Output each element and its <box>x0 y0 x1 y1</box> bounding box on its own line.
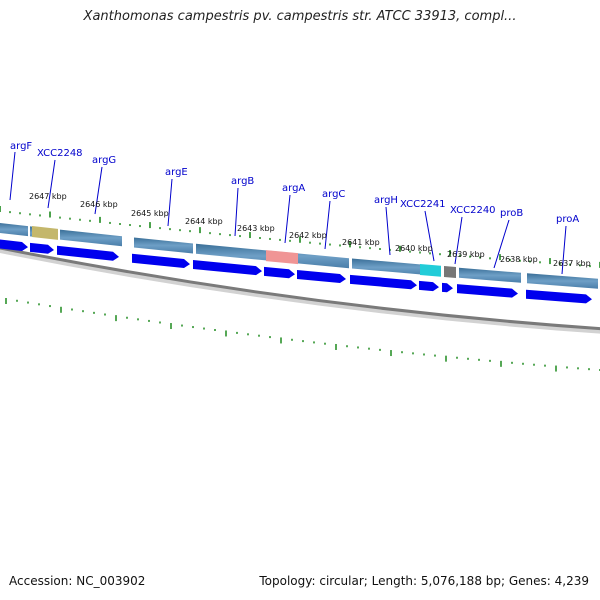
cds-arrow <box>0 239 28 251</box>
kbp-label: 2638 kbp <box>500 255 538 264</box>
kbp-label: 2645 kbp <box>131 209 169 218</box>
gene-label-xcc2241[interactable]: XCC2241 <box>400 199 446 210</box>
leader-line <box>493 219 510 269</box>
kbp-label: 2646 kbp <box>80 200 118 209</box>
genome-info-label: Topology: circular; Length: 5,076,188 bp… <box>259 574 589 588</box>
tick-track <box>0 206 600 372</box>
gene-label-argE[interactable]: argE <box>165 167 188 178</box>
gene-label-proB[interactable]: proB <box>500 208 523 219</box>
kbp-label: 2639 kbp <box>447 250 485 259</box>
cds-arrow <box>30 242 54 254</box>
label-leader-lines <box>9 151 567 275</box>
cds-arrow <box>132 253 190 269</box>
gene-label-xcc2248[interactable]: XCC2248 <box>37 148 83 159</box>
kbp-label: 2647 kbp <box>29 192 67 201</box>
leader-line <box>454 216 463 265</box>
gene-label-argB[interactable]: argB <box>231 176 254 187</box>
cds-arrow-track <box>0 239 592 304</box>
cds-arrow <box>297 269 346 283</box>
leader-line <box>284 194 291 244</box>
leader-line <box>234 187 239 237</box>
kbp-label: 2637 kbp <box>553 259 591 268</box>
highlight-track <box>32 226 456 279</box>
gene-label-argA[interactable]: argA <box>282 183 305 194</box>
highlight-feature <box>32 226 58 240</box>
cds-arrow <box>419 280 439 292</box>
cds-arrow <box>526 289 592 304</box>
highlight-feature <box>444 266 456 279</box>
feature-bar <box>527 273 598 289</box>
kbp-label: 2640 kbp <box>395 244 433 253</box>
gene-label-xcc2240[interactable]: XCC2240 <box>450 205 496 216</box>
feature-bar <box>134 237 193 254</box>
cds-arrow <box>193 259 262 276</box>
kbp-label: 2642 kbp <box>289 231 327 240</box>
backbone <box>0 246 600 331</box>
gene-label-argG[interactable]: argG <box>92 155 116 166</box>
leader-line <box>385 206 391 256</box>
highlight-feature <box>266 250 298 265</box>
leader-line <box>324 200 331 250</box>
kbp-label: 2643 kbp <box>237 224 275 233</box>
highlight-feature <box>420 263 441 277</box>
gene-label-argH[interactable]: argH <box>374 195 398 206</box>
leader-line <box>561 225 567 275</box>
accession-label: Accession: NC_003902 <box>9 574 146 588</box>
cds-arrow <box>457 284 518 298</box>
leader-line <box>47 159 56 209</box>
feature-bar <box>352 258 440 277</box>
feature-bar <box>459 267 521 283</box>
leader-line <box>167 178 173 227</box>
cds-arrow <box>57 245 119 261</box>
gene-label-argC[interactable]: argC <box>322 189 345 200</box>
kbp-label: 2641 kbp <box>342 238 380 247</box>
leader-line <box>94 166 103 215</box>
backbone-shadow <box>0 246 600 334</box>
leader-line <box>424 210 435 262</box>
feature-bar <box>60 229 122 247</box>
cds-arrow <box>264 266 295 279</box>
map-title: Xanthomonas campestris pv. campestris st… <box>83 9 517 24</box>
cds-arrow <box>442 282 453 293</box>
gene-label-proA[interactable]: proA <box>556 214 579 225</box>
kbp-label: 2644 kbp <box>185 217 223 226</box>
gene-label-argF[interactable]: argF <box>10 141 32 152</box>
cds-arrow <box>350 274 417 290</box>
leader-line <box>9 151 16 201</box>
feature-bar <box>0 222 28 237</box>
